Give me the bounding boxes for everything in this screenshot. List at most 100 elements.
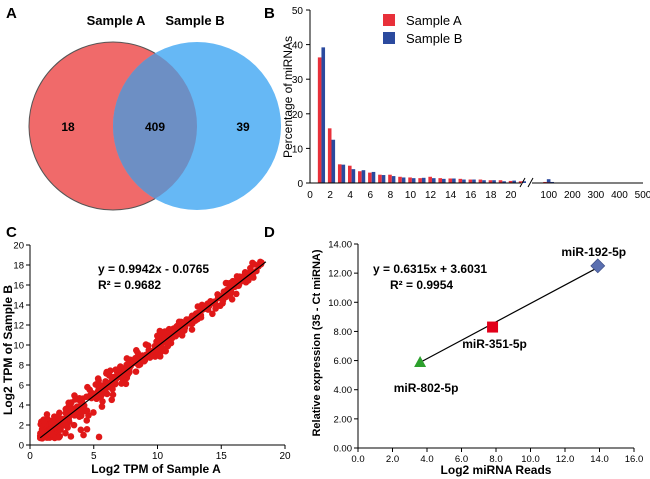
b-bar-sample-b-tail	[550, 181, 554, 183]
d-x-tick-label: 16.0	[625, 454, 644, 465]
d-point-label: miR-802-5p	[394, 381, 459, 395]
b-legend-swatch-sample-a	[383, 14, 395, 26]
c-scatter-point	[65, 399, 72, 407]
c-scatter-point	[135, 361, 142, 369]
c-scatter-point	[108, 396, 116, 404]
c-scatter-point	[216, 302, 224, 310]
c-scatter-point	[232, 290, 240, 298]
b-bars	[317, 47, 554, 184]
d-x-tick-label: 2.0	[386, 454, 399, 465]
c-scatter-point	[67, 433, 75, 440]
b-bar-sample-b	[351, 169, 356, 183]
d-points: miR-802-5p miR-351-5p miR-192-5p	[394, 245, 626, 395]
panel-c: C Log2 TPM of Sample B Log2 TPM of Sampl…	[1, 224, 291, 476]
c-fit-line	[39, 261, 267, 439]
b-x-tick-label: 8	[388, 190, 394, 201]
d-point-square	[487, 321, 499, 333]
c-scatter-point	[80, 431, 87, 439]
b-x-tick-label: 300	[588, 190, 605, 201]
c-scatter-point	[72, 396, 79, 403]
b-legend-label-sample-b: Sample B	[406, 31, 462, 46]
d-y-tick-label: 12.00	[328, 269, 352, 280]
b-bar-sample-a	[448, 178, 453, 183]
d-r-squared: R² = 0.9954	[390, 278, 453, 292]
c-scatter-point	[48, 430, 56, 438]
b-x-tick-label: 14	[445, 190, 457, 201]
b-y-axis-label: Percentage of miRNAs	[281, 36, 295, 158]
b-y-tick-label: 30	[292, 75, 304, 86]
c-x-tick-label: 5	[91, 451, 97, 462]
d-y-axis-label: Relative expression (35 - Ct miRNA)	[311, 249, 323, 436]
panel-label-a: A	[6, 5, 17, 22]
b-bar-sample-a	[388, 174, 392, 183]
d-y-tick-label: 8.00	[334, 327, 353, 338]
c-y-tick-label: 2	[19, 421, 24, 432]
panel-a: A Sample A Sample B 18 409 39	[6, 5, 281, 211]
c-y-axis-label: Log2 TPM of Sample B	[1, 285, 15, 415]
b-y-tick-label: 0	[297, 179, 303, 190]
c-scatter-point	[84, 383, 91, 391]
c-scatter-point	[118, 380, 125, 387]
c-scatter-point	[123, 355, 131, 362]
c-scatter-point	[207, 298, 214, 305]
b-bar-sample-b	[472, 179, 476, 183]
c-scatter-point	[94, 375, 102, 382]
b-bar-sample-b	[482, 180, 486, 183]
panel-label-b: B	[264, 5, 275, 22]
b-bar-sample-a	[488, 180, 493, 183]
c-scatter-point	[173, 323, 180, 330]
c-scatter-point	[139, 356, 147, 364]
d-x-tick-label: 12.0	[556, 454, 575, 465]
b-bar-sample-a	[327, 128, 332, 183]
d-y-tick-label: 14.00	[328, 240, 352, 251]
panel-label-d: D	[264, 224, 275, 241]
d-x-axis-label: Log2 miRNA Reads	[441, 463, 552, 477]
b-x-tick-label: 0	[307, 190, 313, 201]
c-scatter-point	[95, 392, 102, 399]
d-y-tick-label: 6.00	[334, 356, 353, 367]
b-bar-sample-b	[411, 178, 416, 183]
c-scatter-point	[168, 334, 176, 342]
d-point-triangle	[414, 356, 427, 368]
b-x-tick-label: 2	[327, 190, 333, 201]
b-bar-sample-a	[428, 176, 432, 183]
b-bar-sample-b	[502, 181, 506, 183]
d-x-tick-label: 10.0	[521, 454, 540, 465]
b-axis-break-1	[519, 177, 526, 188]
c-scatter-point	[103, 368, 111, 376]
b-bar-sample-b	[442, 178, 446, 183]
c-y-tick-label: 12	[13, 321, 24, 332]
c-scatter-point	[251, 261, 258, 268]
c-x-axis-label: Log2 TPM of Sample A	[91, 462, 221, 476]
b-x-tick-label: 400	[611, 190, 628, 201]
b-bar-sample-a	[518, 181, 523, 183]
venn-only-a-count: 18	[61, 120, 75, 134]
c-scatter-point	[233, 273, 241, 280]
c-scatter-point	[54, 414, 62, 422]
c-x-tick-label: 15	[216, 451, 228, 462]
b-bar-sample-a	[498, 180, 503, 183]
panel-b: B Percentage of miRNAs 0 10 20 30 40 50 0 2 4 6 8…	[264, 5, 650, 201]
b-x-tick-label: 4	[347, 190, 353, 201]
c-scatter-point	[257, 260, 265, 268]
b-bar-sample-b	[431, 178, 436, 183]
b-bar-sample-b	[492, 180, 496, 183]
b-bar-sample-a	[337, 164, 342, 183]
c-y-tick-label: 16	[13, 281, 24, 292]
b-bar-sample-a	[468, 179, 473, 183]
d-x-tick-label: 0.0	[351, 454, 364, 465]
b-bar-sample-a	[418, 178, 422, 183]
b-bar-sample-b	[452, 178, 456, 183]
b-bar-sample-a	[317, 57, 322, 183]
b-bar-sample-b	[401, 177, 406, 183]
b-bar-sample-b-tail	[546, 179, 551, 183]
b-x-tick-label: 12	[425, 190, 437, 201]
c-scatter-point	[162, 347, 169, 355]
d-fit-line	[419, 267, 599, 363]
b-x-tick-label: 18	[485, 190, 497, 201]
b-bar-sample-b	[381, 175, 386, 183]
c-x-tick-label: 10	[152, 451, 164, 462]
c-fit-equation: y = 0.9942x - 0.0765	[98, 262, 209, 276]
c-scatter-point	[132, 347, 140, 354]
